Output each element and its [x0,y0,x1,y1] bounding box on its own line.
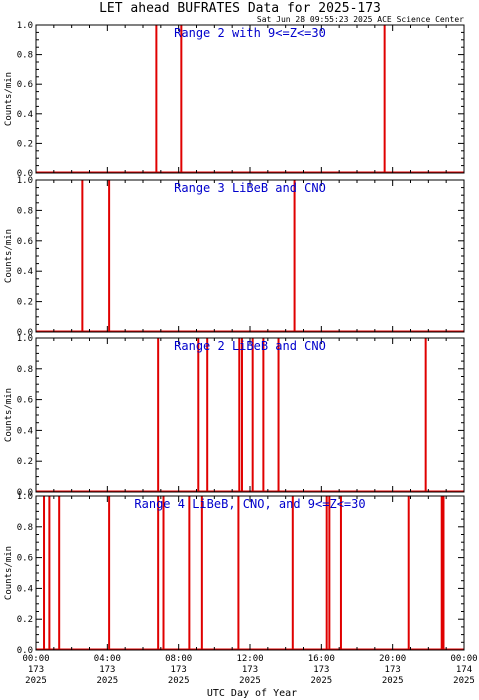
y-tick-label: 0.0 [17,328,33,338]
y-tick-label: 0.2 [17,615,33,625]
x-tick-label: 20:00 173 2025 [379,654,406,686]
panels: 0.0 0.2 0.4 0.6 0.8 1.0 Counts/min Range 2 with… [4,21,465,656]
y-tick-label: 0.8 [17,206,33,216]
y-tick-label: 1.0 [17,176,33,186]
y-tick-label: 1.0 [17,492,33,502]
panel-frame [35,495,465,651]
panel-title: Range 2 with 9<=Z<=30 [174,26,326,40]
panel-title: Range 4 LiBeB, CNO, and 9<=Z<=30 [134,497,365,511]
x-tick-label-line: 2025 [382,676,404,686]
y-axis-label: Counts/min [4,72,14,126]
x-tick-label: 08:00 173 2025 [165,654,192,686]
x-axis-label: UTC Day of Year [207,688,297,699]
y-tick-label: 0.4 [17,267,33,277]
x-tick-label-line: 173 [171,665,187,675]
x-tick-label-line: 173 [242,665,258,675]
y-tick-label: 0.8 [17,365,33,375]
y-tick-label: 0.6 [17,554,33,564]
panel-4: 0.0 0.2 0.4 0.6 0.8 1.0 Counts/min Range 4 LiBe… [4,492,465,656]
y-tick-label: 0.0 [17,169,33,179]
y-tick-label: 1.0 [17,21,33,31]
x-tick-label: 04:00 173 2025 [94,654,121,686]
y-tick-label: 0.8 [17,523,33,533]
x-tick-label-line: 2025 [96,676,118,686]
panel-1: 0.0 0.2 0.4 0.6 0.8 1.0 Counts/min Range 2 with… [4,21,465,179]
x-tick-label-line: 173 [99,665,115,675]
x-tick-label-line: 00:00 [22,654,49,664]
y-tick-label: 0.6 [17,80,33,90]
x-tick-label-line: 173 [28,665,44,675]
x-tick-label: 00:00 174 2025 [450,654,477,686]
x-tick-label-line: 2025 [25,676,47,686]
timestamp: Sat Jun 28 09:55:23 2025 ACE Science Cen… [257,15,464,24]
x-tick-label-line: 173 [385,665,401,675]
y-tick-label: 0.4 [17,110,33,120]
panel-title: Range 2 LiBeB and CNO [174,339,326,353]
x-tick-label-line: 08:00 [165,654,192,664]
panel-frame [35,179,465,333]
x-tick-label: 16:00 173 2025 [308,654,335,686]
panel-frame [35,24,465,174]
y-tick-label: 0.2 [17,298,33,308]
y-tick-label: 0.8 [17,51,33,61]
y-tick-label: 0.2 [17,457,33,467]
panel-frame [35,337,465,493]
y-tick-label: 0.2 [17,139,33,149]
x-tick-label-line: 04:00 [94,654,121,664]
x-tick-label: 12:00 173 2025 [236,654,263,686]
y-tick-label: 0.6 [17,396,33,406]
y-axis-label: Counts/min [4,388,14,442]
x-tick-label-line: 2025 [310,676,332,686]
x-tick-label-line: 2025 [239,676,261,686]
x-tick-label-line: 174 [456,665,472,675]
y-tick-label: 0.6 [17,237,33,247]
y-tick-label: 0.0 [17,646,33,656]
y-tick-label: 0.4 [17,426,33,436]
y-axis-label: Counts/min [4,229,14,283]
x-tick-label-line: 173 [313,665,329,675]
x-tick-label-line: 00:00 [450,654,477,664]
x-tick-label-line: 2025 [168,676,190,686]
chart-title: LET ahead BUFRATES Data for 2025-173 [99,1,381,16]
y-tick-label: 0.0 [17,488,33,498]
y-tick-label: 0.4 [17,584,33,594]
x-tick-label-line: 12:00 [236,654,263,664]
x-tick-label-line: 20:00 [379,654,406,664]
x-tick-label: 00:00 173 2025 [22,654,49,686]
x-tick-label-line: 16:00 [308,654,335,664]
y-tick-label: 1.0 [17,334,33,344]
panel-title: Range 3 LiBeB and CNO [174,181,326,195]
x-tick-label-line: 2025 [453,676,475,686]
panel-2: 0.0 0.2 0.4 0.6 0.8 1.0 Counts/min Range 3 LiBe… [4,176,465,338]
y-axis-label: Counts/min [4,546,14,600]
panel-3: 0.0 0.2 0.4 0.6 0.8 1.0 Counts/min Range 2 LiBe… [4,334,465,498]
